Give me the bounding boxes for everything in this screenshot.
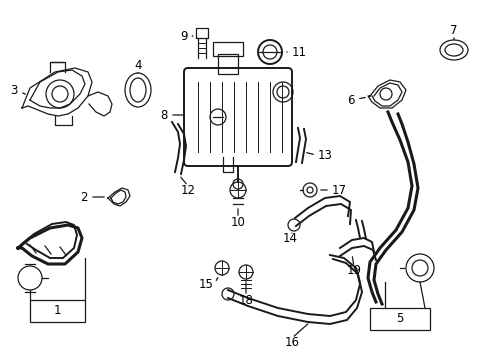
Text: 7: 7: [450, 23, 458, 36]
Text: 17: 17: [332, 184, 347, 197]
Text: 3: 3: [11, 84, 18, 96]
Text: 1: 1: [54, 305, 61, 318]
Text: 6: 6: [347, 94, 355, 107]
Text: 15: 15: [199, 279, 214, 292]
Bar: [213, 42, 243, 56]
Bar: [218, 54, 238, 74]
Text: 14: 14: [283, 231, 297, 244]
Bar: [30, 300, 85, 322]
Text: 10: 10: [231, 216, 245, 229]
Text: 2: 2: [80, 190, 88, 203]
Text: 9: 9: [180, 30, 188, 42]
Text: 19: 19: [346, 264, 362, 276]
Text: 8: 8: [161, 108, 168, 122]
Text: 12: 12: [180, 184, 196, 197]
Bar: [370, 308, 430, 330]
Text: 16: 16: [285, 336, 299, 348]
Text: 4: 4: [134, 59, 142, 72]
Text: 5: 5: [396, 312, 404, 325]
Text: 18: 18: [239, 293, 253, 306]
Text: 11: 11: [292, 45, 307, 59]
Text: 13: 13: [318, 149, 333, 162]
Bar: [196, 28, 208, 38]
